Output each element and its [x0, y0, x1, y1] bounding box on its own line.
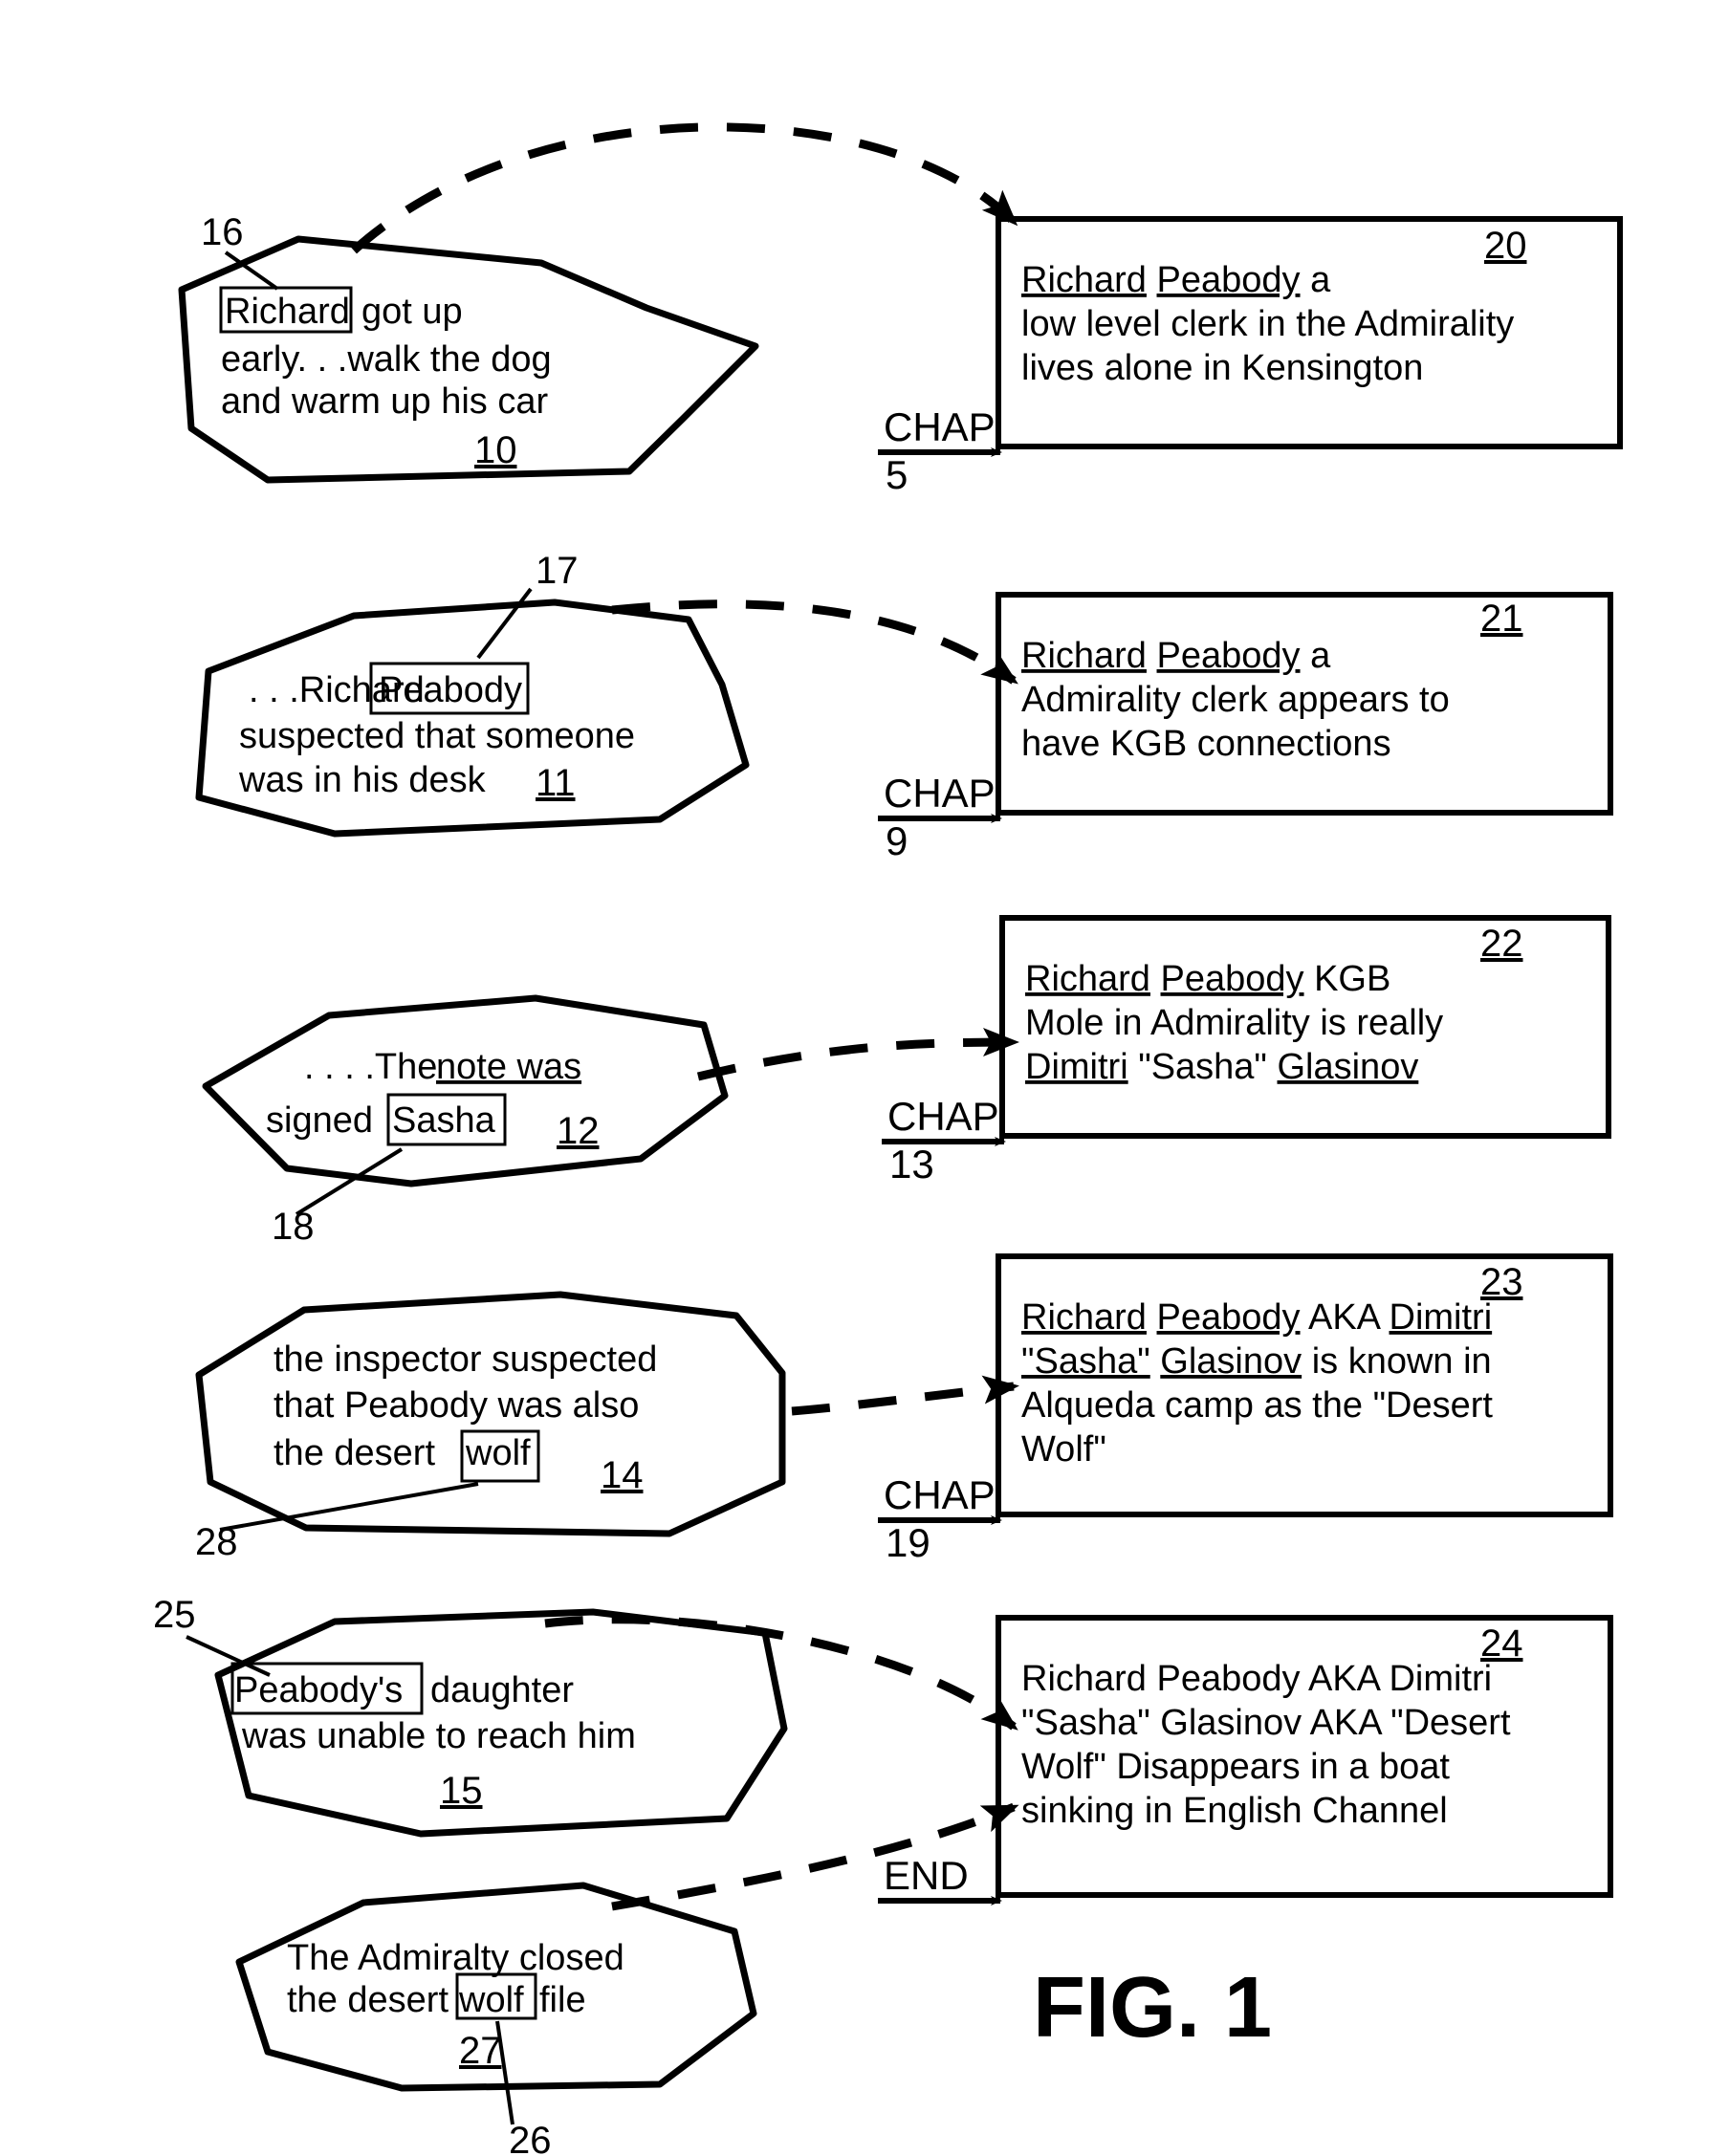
source-blob-15: Peabody's daughter was unable to reach him… [218, 1612, 784, 1834]
box-line: low level clerk in the Admirality [1021, 304, 1514, 344]
dashed-arrow [698, 1042, 1014, 1077]
blob-text: wolf [465, 1433, 531, 1473]
ref-num: 12 [557, 1110, 600, 1152]
blob-text: daughter [430, 1670, 574, 1710]
figure-label: FIG. 1 [1033, 1960, 1272, 2056]
box-line: "Sasha" Glasinov AKA "Desert [1021, 1703, 1511, 1743]
chap-label: END [884, 1853, 969, 1898]
source-blob-12: . . . .The note was signed Sasha 12 [206, 998, 725, 1184]
blob-text: the desert [287, 1980, 449, 2020]
summary-box-22: 22 Richard Peabody KGBMole in Admirality … [882, 918, 1609, 1187]
dashed-arrow [354, 127, 1014, 250]
blob-text: the inspector suspected [274, 1339, 657, 1380]
box-line: Mole in Admirality is really [1025, 1003, 1443, 1043]
box-line: Richard Peabody KGB [1025, 959, 1390, 999]
chap-label: CHAP [884, 404, 996, 449]
box-line: sinking in English Channel [1021, 1791, 1448, 1831]
blob-text: early. . .walk the dog [221, 339, 552, 380]
source-blob-10: Richard got up early. . .walk the dogand w… [182, 239, 755, 480]
blob-text: wolf [458, 1980, 524, 2020]
chap-num: 19 [886, 1520, 930, 1565]
ref-num: 18 [272, 1206, 315, 1248]
box-line: Richard Peabody AKA Dimitri [1021, 1659, 1492, 1699]
blob-text: note was [436, 1047, 581, 1087]
box-line: Wolf" Disappears in a boat [1021, 1747, 1450, 1787]
blob-text: Peabody's [234, 1670, 403, 1710]
dashed-arrow [792, 1386, 1014, 1411]
chap-num: 13 [889, 1142, 934, 1187]
blob-text: and warm up his car [221, 381, 548, 422]
box-line: Richard Peabody AKA Dimitri [1021, 1297, 1492, 1338]
ref-num: 16 [201, 211, 244, 253]
blob-text: suspected that someone [239, 716, 635, 756]
ref-num: 25 [153, 1594, 196, 1636]
chap-label: CHAP [884, 1472, 996, 1517]
box-line: have KGB connections [1021, 724, 1391, 764]
blob-text: the desert [274, 1433, 435, 1473]
blob-text: . . . .The [304, 1047, 437, 1087]
source-blob-14: the inspector suspected that Peabody was … [199, 1295, 782, 1534]
leader-18: 18 [272, 1149, 402, 1248]
box-line: Richard Peabody a [1021, 260, 1331, 300]
blob-text: was unable to reach him [241, 1716, 636, 1756]
blob-text: The Admiralty closed [287, 1938, 624, 1978]
box-line: "Sasha" Glasinov is known in [1021, 1341, 1492, 1382]
chap-label: CHAP [887, 1094, 999, 1139]
blob-text: that Peabody was also [274, 1385, 639, 1426]
summary-box-21: 21 Richard Peabody aAdmirality clerk appe… [878, 595, 1610, 863]
ref-num: 26 [509, 2120, 552, 2156]
ref-num: 17 [536, 550, 579, 592]
source-blob-11: . . .RichardPeabodysuspected that someon… [199, 602, 746, 834]
blob-text: was in his desk [238, 760, 487, 800]
box-line: Admirality clerk appears to [1021, 680, 1450, 720]
ref-num: 10 [474, 429, 517, 471]
blob-text: Sasha [392, 1100, 496, 1141]
ref-num: 22 [1480, 923, 1523, 965]
chap-num: 5 [886, 452, 908, 497]
ref-num: 21 [1480, 598, 1523, 640]
blob-text: Peabody [379, 670, 522, 710]
blob-text: file [539, 1980, 586, 2020]
blob-text: Richard [225, 292, 350, 332]
box-line: Alqueda camp as the "Desert [1021, 1385, 1493, 1426]
box-line: Dimitri "Sasha" Glasinov [1025, 1047, 1418, 1087]
ref-num: 28 [195, 1521, 238, 1563]
summary-box-24: 24Richard Peabody AKA Dimitri"Sasha" Gla… [878, 1618, 1610, 1901]
box-line: Wolf" [1021, 1429, 1106, 1470]
box-line: lives alone in Kensington [1021, 348, 1423, 388]
chap-num: 9 [886, 818, 908, 863]
chap-label: CHAP [884, 771, 996, 816]
box-line: Richard Peabody a [1021, 636, 1331, 676]
summary-box-20: 20 Richard Peabody alow level clerk in th… [878, 219, 1620, 497]
ref-num: 27 [459, 2030, 502, 2072]
blob-text: signed [266, 1100, 373, 1141]
source-blob-27: The Admiralty closedthe desertwolf file 27 [239, 1885, 754, 2088]
summary-box-23: 23Richard Peabody AKA Dimitri"Sasha" Gla… [878, 1256, 1610, 1565]
ref-num: 15 [440, 1770, 483, 1812]
blob-text: got up [361, 292, 463, 332]
ref-num: 20 [1484, 225, 1527, 267]
ref-num: 14 [601, 1454, 644, 1496]
ref-num: 11 [536, 762, 576, 804]
